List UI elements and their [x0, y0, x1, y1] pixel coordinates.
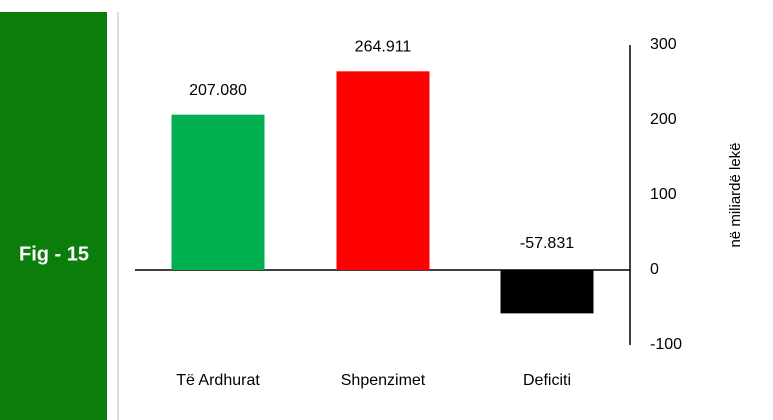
x-tick-label: Shpenzimet: [341, 372, 426, 389]
value-label: -57.831: [520, 235, 574, 252]
bar: [336, 71, 430, 271]
x-tick-label: Deficiti: [523, 372, 571, 389]
y-tick-label: 300: [650, 36, 677, 53]
value-label: 207.080: [189, 82, 247, 99]
y-tick-label: 0: [650, 261, 659, 278]
bar: [500, 270, 594, 314]
y-tick-label: 200: [650, 111, 677, 128]
figure-sidebar: [0, 12, 107, 420]
y-tick-label: 100: [650, 186, 677, 203]
figure-label: Fig - 15: [19, 243, 89, 265]
y-axis-label: në miliardë lekë: [727, 142, 744, 247]
y-tick-label: -100: [650, 336, 682, 353]
x-tick-label: Të Ardhurat: [176, 372, 260, 389]
bar: [171, 114, 265, 270]
value-label: 264.911: [355, 39, 412, 56]
